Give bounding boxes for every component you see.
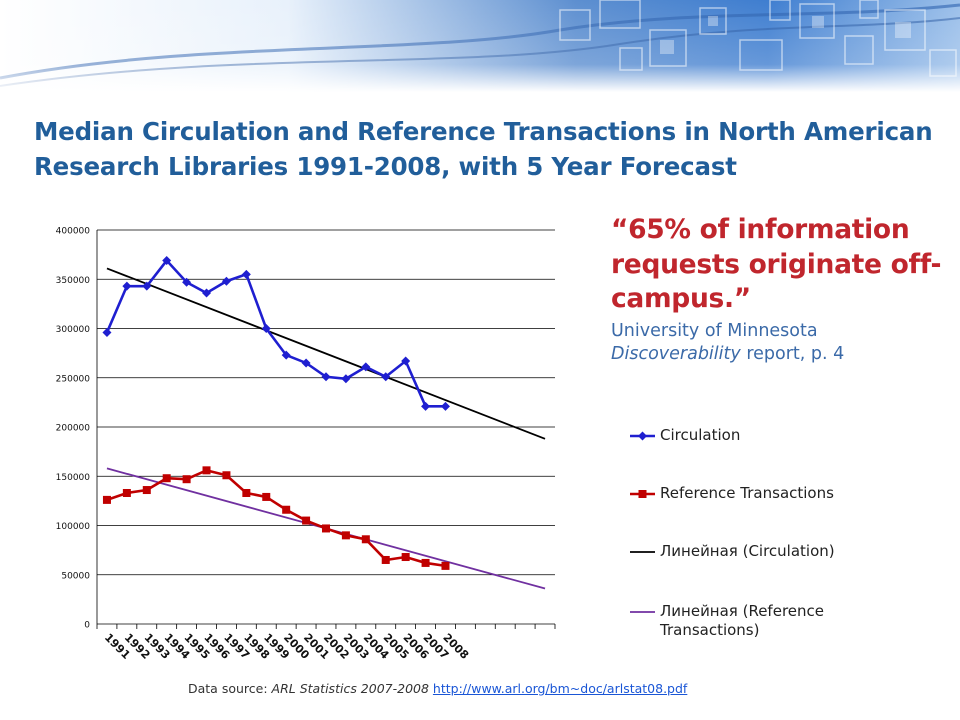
- quote-block: “65% of information requests originate o…: [611, 213, 951, 366]
- legend-swatches: [630, 431, 655, 613]
- data-source-link[interactable]: http://www.arl.org/bm~doc/arlstat08.pdf: [432, 681, 688, 696]
- circulation-point: [142, 281, 152, 291]
- reference-point: [421, 558, 430, 567]
- circulation-point: [241, 269, 251, 279]
- circulation-point: [221, 276, 231, 286]
- legend-label: Reference Transactions: [660, 484, 834, 502]
- data-source-footer: Data source: ARL Statistics 2007-2008 ht…: [188, 681, 687, 696]
- x-axis-tick-labels: 1991199219931994199519961997199819992000…: [102, 631, 471, 662]
- footer-prefix: Data source:: [188, 681, 272, 696]
- reference-point: [322, 524, 330, 533]
- reference-point: [222, 471, 231, 480]
- reference-point: [401, 553, 410, 562]
- circulation-point: [361, 362, 371, 372]
- y-axis-tick-labels: 0 50000 100000 150000 200000 250000 300000 3500…: [56, 227, 91, 631]
- y-tick-label: 150000: [56, 473, 91, 483]
- circulation-point: [341, 374, 351, 384]
- circulation-point: [182, 277, 192, 287]
- reference-point: [381, 555, 390, 564]
- circulation-point: [261, 324, 271, 333]
- reference-point: [302, 516, 311, 525]
- series-line-circulation: [105, 258, 446, 408]
- reference-point: [262, 492, 271, 501]
- circulation-point: [421, 401, 431, 411]
- reference-point: [182, 475, 191, 484]
- legend-label: Circulation: [660, 426, 741, 444]
- circulation-point: [301, 358, 311, 368]
- y-tick-label: 300000: [56, 325, 91, 335]
- reference-point: [142, 486, 151, 495]
- header-banner: [0, 0, 960, 92]
- circulation-point: [102, 327, 112, 337]
- reference-point: [282, 505, 291, 514]
- reference-point: [102, 495, 111, 504]
- trendlines: [106, 267, 546, 590]
- reference-point: [242, 488, 251, 497]
- circulation-point: [202, 288, 212, 298]
- y-tick-label: 200000: [56, 424, 91, 434]
- reference-point: [361, 535, 370, 544]
- circulation-point: [122, 281, 132, 291]
- y-tick-label: 0: [84, 621, 90, 631]
- trendline-circulation: [106, 267, 546, 440]
- quote-source-page: report, p. 4: [740, 343, 845, 364]
- quote-text: “65% of information requests originate o…: [611, 214, 942, 314]
- chart-gridlines: [96, 229, 556, 629]
- reference-point: [202, 466, 211, 475]
- legend-label: Линейная (Reference Transactions): [660, 602, 824, 639]
- quote-source-org: University of Minnesota: [611, 320, 818, 341]
- slide-title: Median Circulation and Reference Transac…: [34, 117, 933, 181]
- reference-point: [441, 561, 450, 570]
- quote-source-report: Discoverability: [611, 343, 741, 364]
- legend-label: Линейная (Circulation): [660, 542, 835, 560]
- quote-source: University of Minnesota Discoverability …: [611, 320, 951, 366]
- reference-point: [162, 474, 171, 483]
- series-line-reference: [106, 468, 446, 568]
- circulation-point: [440, 401, 450, 411]
- circulation-point: [321, 372, 331, 382]
- y-tick-label: 350000: [56, 276, 91, 286]
- y-tick-label: 100000: [56, 522, 91, 532]
- y-tick-label: 250000: [56, 374, 91, 384]
- reference-point: [341, 531, 350, 540]
- legend-marker-reference: [638, 490, 647, 498]
- circulation-point: [401, 356, 411, 366]
- circulation-point: [281, 350, 291, 360]
- y-tick-label: 400000: [56, 227, 91, 237]
- circulation-point: [381, 372, 391, 382]
- legend-marker-circulation: [638, 431, 647, 441]
- data-series: [102, 256, 450, 570]
- footer-source-title: ARL Statistics 2007-2008: [271, 681, 429, 696]
- reference-point: [122, 488, 131, 497]
- circulation-point: [162, 256, 172, 266]
- y-tick-label: 50000: [61, 571, 90, 581]
